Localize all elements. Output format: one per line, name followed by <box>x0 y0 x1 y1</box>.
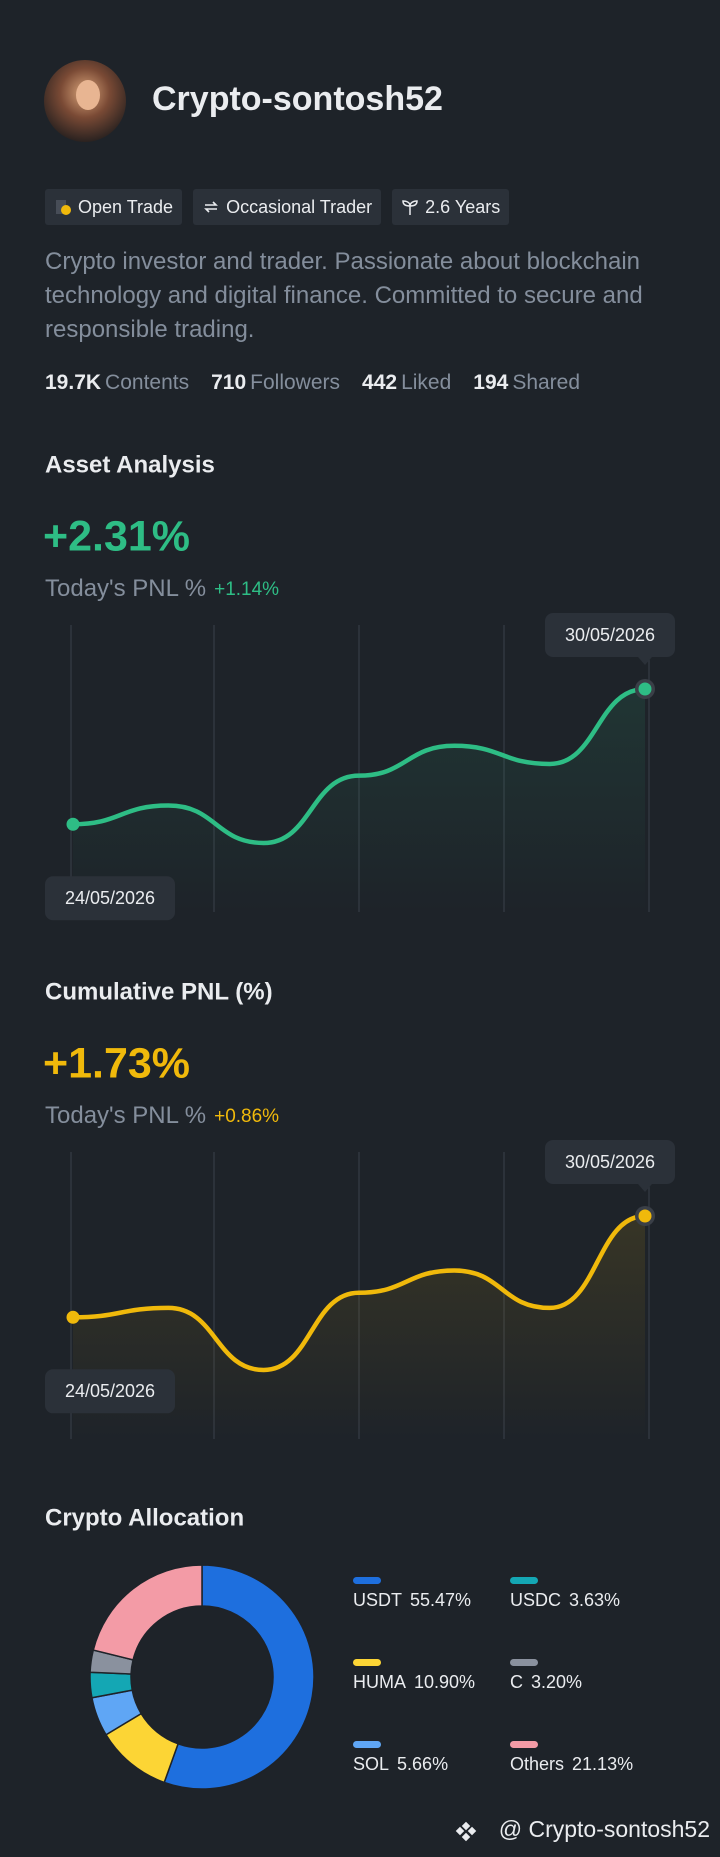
legend-swatch <box>510 1741 538 1748</box>
start-point <box>66 1310 80 1324</box>
footer-handle: @ Crypto-sontosh52 <box>499 1816 710 1842</box>
legend-value: 21.13% <box>572 1754 633 1774</box>
legend-swatch <box>510 1577 538 1584</box>
tag-text: 2.6 Years <box>425 196 501 217</box>
stat[interactable]: 710 Followers <box>211 371 340 395</box>
tag: Open Trade <box>45 189 183 225</box>
stat-label: Contents <box>105 371 190 394</box>
stat-label: Liked <box>401 371 452 394</box>
stat-value: 194 <box>473 371 509 394</box>
end-point <box>638 1209 652 1223</box>
legend-value: 3.63% <box>569 1590 620 1610</box>
tooltip-box <box>45 876 175 921</box>
legend-swatch <box>510 1659 538 1666</box>
line-area <box>73 1216 645 1439</box>
tooltip-date: 30/05/2026 <box>565 1152 655 1172</box>
stat-value: 710 <box>211 371 247 394</box>
legend-name: USDT <box>353 1590 402 1610</box>
legend-value: 10.90% <box>414 1672 475 1692</box>
legend-name: Others <box>510 1754 564 1774</box>
legend-value: 5.66% <box>397 1754 448 1774</box>
tag-text: Open Trade <box>78 196 174 217</box>
tooltip-box <box>545 1140 675 1184</box>
stat[interactable]: 19.7K Contents <box>45 371 189 395</box>
headline-value: +2.31% <box>43 512 190 560</box>
tag-list: Open Trade Occasional Trader 2.6 Years <box>45 189 510 225</box>
pnl-change: +0.86% <box>214 1106 279 1127</box>
legend-swatch <box>353 1741 381 1748</box>
legend-swatch <box>353 1577 381 1584</box>
avatar-face <box>76 80 100 110</box>
tooltip-date: 24/05/2026 <box>65 1381 155 1401</box>
footer-logo <box>455 1821 477 1842</box>
headline-value: +1.73% <box>43 1039 190 1087</box>
tag-icon <box>204 201 218 213</box>
legend-label: C 3.20% <box>510 1672 582 1692</box>
line <box>70 1213 648 1373</box>
tooltip-box <box>45 1369 175 1414</box>
legend-label: SOL 5.66% <box>353 1754 448 1774</box>
line <box>70 686 648 846</box>
end-point <box>638 682 652 696</box>
pnl-label: Today's PNL % +0.86% <box>45 1102 279 1129</box>
legend-swatch <box>353 1659 381 1666</box>
legend-value: 3.20% <box>531 1672 582 1692</box>
pnl-label-text: Today's PNL % <box>45 1102 206 1129</box>
tag: 2.6 Years <box>392 189 510 225</box>
legend-label: Others 21.13% <box>510 1754 633 1774</box>
legend-name: C <box>510 1672 523 1692</box>
tag: Occasional Trader <box>193 189 382 225</box>
stat-value: 19.7K <box>45 371 102 394</box>
section-title: Crypto Allocation <box>45 1504 244 1531</box>
legend-label: USDC 3.63% <box>510 1590 620 1610</box>
pnl-label-text: Today's PNL % <box>45 575 206 602</box>
tooltip-box <box>545 613 675 657</box>
line-area <box>73 689 645 912</box>
tag-icon <box>402 200 418 215</box>
legend-value: 55.47% <box>410 1590 471 1610</box>
bio: Crypto investor and trader. Passionate a… <box>45 248 643 343</box>
section-title: Cumulative PNL (%) <box>45 978 273 1005</box>
stat[interactable]: 442 Liked <box>362 371 451 395</box>
donut-slice <box>163 1564 315 1790</box>
section-title: Asset Analysis <box>45 451 215 478</box>
legend-name: USDC <box>510 1590 561 1610</box>
legend-label: USDT 55.47% <box>353 1590 471 1610</box>
stat-value: 442 <box>362 371 398 394</box>
tooltip-pointer <box>638 657 652 665</box>
tooltip-date: 24/05/2026 <box>65 888 155 908</box>
legend-label: HUMA 10.90% <box>353 1672 475 1692</box>
tag-text: Occasional Trader <box>226 196 373 217</box>
stats: 19.7K Contents 710 Followers 442 Liked 194 S… <box>45 371 580 395</box>
donut-slice <box>92 1564 203 1661</box>
stat-label: Shared <box>512 371 581 394</box>
stat-label: Followers <box>250 371 341 394</box>
profile-name: Crypto-sontosh52 <box>152 80 443 118</box>
stat[interactable]: 194 Shared <box>473 371 580 395</box>
tag-icon <box>56 200 71 215</box>
legend-name: SOL <box>353 1754 389 1774</box>
pnl-change: +1.14% <box>214 579 279 600</box>
tooltip-pointer <box>638 1184 652 1192</box>
legend-name: HUMA <box>353 1672 406 1692</box>
tooltip-date: 30/05/2026 <box>565 625 655 645</box>
pnl-label: Today's PNL % +1.14% <box>45 575 279 602</box>
start-point <box>66 817 80 831</box>
